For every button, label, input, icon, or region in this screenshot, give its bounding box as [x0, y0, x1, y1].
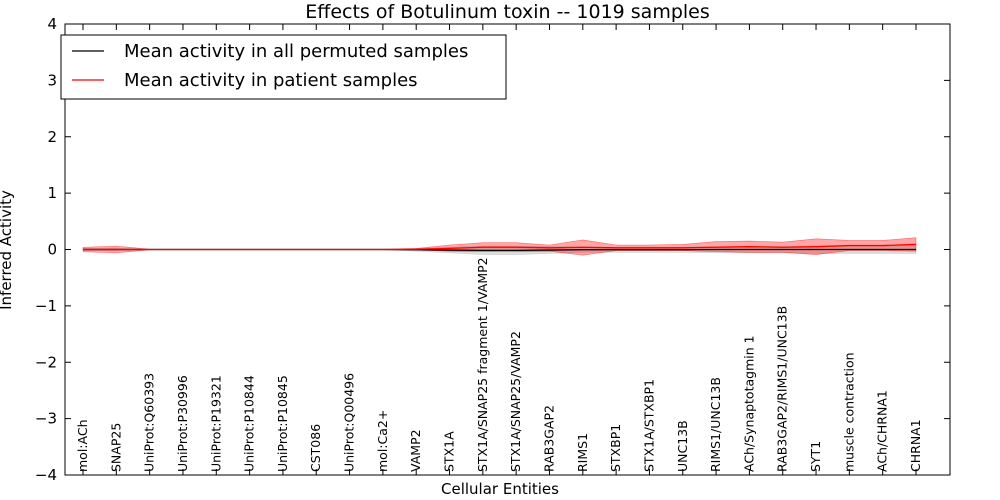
x-tick-label: UniProt:P10844 — [242, 375, 257, 472]
x-tick-label: STX1A/SNAP25 fragment 1/VAMP2 — [475, 257, 490, 472]
x-tick-label: ACh/CHRNA1 — [875, 390, 890, 472]
x-tick-label: SNAP25 — [108, 423, 123, 472]
x-tick-label: RAB3GAP2 — [541, 405, 556, 472]
x-tick-label: RIMS1/UNC13B — [708, 377, 723, 472]
y-tick-label: −1 — [35, 297, 57, 315]
y-tick-label: −2 — [35, 353, 57, 371]
x-tick-label: UniProt:P10845 — [275, 375, 290, 472]
y-tick-label: 2 — [47, 128, 57, 146]
line-series-2 — [83, 243, 917, 251]
x-tick-label: STX1A/SNAP25/VAMP2 — [508, 331, 523, 472]
x-tick-label: UniProt:P19321 — [208, 375, 223, 472]
x-tick-label: STX1A — [442, 431, 457, 472]
x-axis-ticks: mol:ACh SNAP25 UniProt:Q60393 UniProt:P3099… — [75, 24, 923, 475]
y-axis-label: Inferred Activity — [0, 190, 15, 310]
x-tick-label: CHRNA1 — [908, 419, 923, 472]
x-tick-label: SYT1 — [808, 441, 823, 472]
chart-title: Effects of Botulinum toxin -- 1019 sampl… — [305, 1, 710, 23]
x-tick-label: VAMP2 — [408, 429, 423, 472]
x-tick-label: UniProt:Q00496 — [342, 373, 357, 472]
x-tick-label: RAB3GAP2/RIMS1/UNC13B — [775, 306, 790, 472]
y-tick-label: −4 — [35, 466, 57, 484]
legend-box — [60, 34, 507, 100]
x-tick-label: mol:ACh — [75, 420, 90, 473]
x-axis-label: Cellular Entities — [441, 480, 559, 498]
legend-label-series-2: Mean activity in patient samples — [124, 70, 418, 91]
y-tick-label: 4 — [47, 15, 57, 33]
legend-label-series-1: Mean activity in all permuted samples — [124, 41, 468, 62]
x-tick-label: RIMS1 — [575, 433, 590, 472]
x-tick-label: CST086 — [308, 424, 323, 472]
y-tick-label: 1 — [47, 184, 57, 202]
x-tick-label: muscle contraction — [841, 352, 856, 472]
confidence-bands — [82, 237, 917, 256]
y-tick-label: −3 — [35, 410, 57, 428]
x-tick-label: STX1A/STXBP1 — [641, 379, 656, 472]
series-lines — [83, 243, 917, 251]
x-tick-label: UniProt:Q60393 — [142, 373, 157, 472]
x-tick-label: UniProt:P30996 — [175, 375, 190, 472]
x-tick-label: ACh/Synaptotagmin 1 — [741, 335, 756, 472]
chart-legend: Mean activity in all permuted samples Mea… — [60, 34, 507, 100]
x-tick-label: UNC13B — [675, 420, 690, 472]
x-tick-label: STXBP1 — [608, 424, 623, 472]
y-axis-ticks: −4 −3 −2 −1 0 1 2 3 4 — [35, 15, 950, 484]
x-tick-label: mol:Ca2+ — [375, 410, 390, 472]
y-tick-label: 0 — [47, 241, 57, 259]
y-tick-label: 3 — [47, 71, 57, 89]
